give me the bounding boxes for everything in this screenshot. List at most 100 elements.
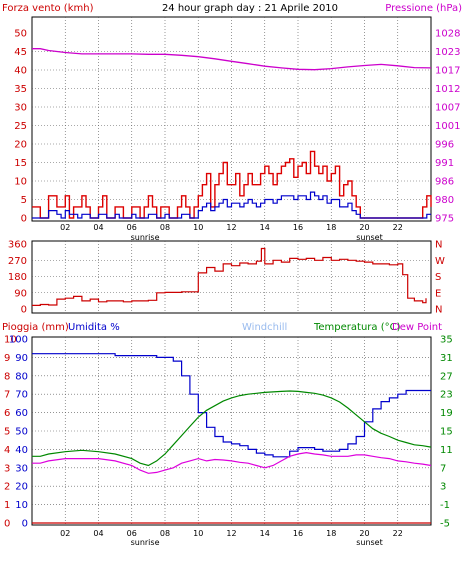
pressure-tick-label: 996 (435, 140, 454, 151)
pressure-tick-label: 1023 (435, 47, 460, 58)
rain-tick-label: 7 (4, 390, 10, 401)
wind-tick-label: 5 (21, 195, 27, 206)
temperature-series-line (32, 390, 432, 467)
wind-tick-label: 35 (14, 84, 27, 95)
rain-tick-label: 1 (4, 500, 10, 511)
humidity-tick-label: 70 (15, 390, 28, 401)
rain-tick-label: 9 (4, 353, 10, 364)
direction-degree-label: 90 (14, 288, 27, 299)
pressure-tick-label: 975 (435, 214, 454, 225)
x-tick-label: 20 (359, 223, 369, 232)
temperature-tick-label: 31 (440, 353, 453, 364)
pressure-tick-label: 1001 (435, 121, 460, 132)
humidity-tick-label: 40 (15, 445, 28, 456)
wind-sunset-label: sunset (356, 233, 383, 242)
x-tick-label: 12 (226, 529, 236, 538)
direction-compass-label: W (435, 256, 445, 267)
pressure-tick-label: 986 (435, 177, 454, 188)
temp-grid (32, 337, 431, 525)
x-tick-label: 18 (326, 529, 336, 538)
temp-x-ticks: 02 04 06 08 10 12 14 16 18 20 22 (60, 529, 403, 538)
temperature-tick-label: 11 (440, 445, 453, 456)
pressure-series-line (32, 48, 432, 71)
humidity-tick-label: 0 (22, 519, 28, 530)
wind-tick-label: 40 (14, 66, 27, 77)
temperature-tick-label: 19 (440, 408, 453, 419)
rain-tick-label: 0 (4, 519, 10, 530)
panel-temperature-humidity: Pioggia (mm) Umidita % Windchill Tempera… (2, 322, 453, 547)
temperature-tick-label: 23 (440, 390, 453, 401)
x-tick-label: 12 (226, 223, 236, 232)
temperature-tick-label: 3 (440, 482, 446, 493)
rain-tick-label: 10 (4, 335, 17, 346)
temperature-axis-ticks: -5 -1 3 7 11 15 19 23 27 31 35 (440, 335, 453, 530)
direction-degree-label: 270 (8, 256, 27, 267)
pressure-tick-label: 1007 (435, 103, 460, 114)
wind-x-ticks: 02 04 06 08 10 12 14 16 18 20 22 (60, 223, 403, 232)
temperature-tick-label: 15 (440, 427, 453, 438)
x-tick-label: 22 (393, 529, 403, 538)
temperature-tick-label: -5 (440, 519, 450, 530)
x-tick-label: 10 (193, 223, 203, 232)
x-tick-label: 14 (260, 223, 270, 232)
x-tick-label: 20 (359, 529, 369, 538)
wind-axis-title: Forza vento (kmh) (2, 3, 94, 14)
x-tick-label: 04 (93, 223, 103, 232)
windchill-label: Windchill (242, 322, 287, 333)
rain-tick-label: 8 (4, 371, 10, 382)
temperature-tick-label: -1 (440, 500, 450, 511)
humidity-tick-label: 10 (15, 500, 28, 511)
rain-tick-label: 3 (4, 463, 10, 474)
x-tick-label: 02 (60, 529, 70, 538)
rain-axis-ticks: 0 1 2 3 4 5 6 7 8 9 10 (4, 335, 17, 530)
dew-point-label: Dew Point (392, 322, 442, 333)
wind-tick-label: 10 (14, 177, 27, 188)
panel-wind-pressure: Forza vento (kmh) 24 hour graph day : 21… (2, 3, 462, 242)
direction-degree-label: 0 (21, 305, 27, 316)
pressure-tick-label: 1028 (435, 29, 460, 40)
wind-tick-label: 45 (14, 47, 27, 58)
wind-axis-ticks: 0 5 10 15 20 25 30 35 40 45 50 (14, 29, 27, 225)
wind-tick-label: 50 (14, 29, 27, 40)
wind-tick-label: 30 (14, 103, 27, 114)
rain-tick-label: 6 (4, 408, 10, 419)
x-tick-label: 08 (160, 223, 170, 232)
rain-axis-title: Pioggia (mm) (2, 322, 69, 333)
wind-sunrise-label: sunrise (131, 233, 160, 242)
direction-compass-label: S (435, 272, 441, 283)
x-tick-label: 16 (293, 223, 303, 232)
pressure-axis-title: Pressione (hPa) (385, 3, 462, 14)
temperature-tick-label: 27 (440, 371, 453, 382)
wind-tick-label: 15 (14, 158, 27, 169)
direction-compass-label: E (435, 288, 441, 299)
rain-tick-label: 2 (4, 482, 10, 493)
humidity-tick-label: 50 (15, 427, 28, 438)
wind-tick-label: 20 (14, 140, 27, 151)
direction-degree-label: 360 (8, 240, 27, 251)
direction-degree-ticks: 0 90 180 270 360 (8, 240, 27, 316)
x-tick-label: 10 (193, 529, 203, 538)
humidity-tick-label: 90 (15, 353, 28, 364)
x-tick-label: 06 (127, 223, 137, 232)
wind-tick-label: 25 (14, 121, 27, 132)
direction-degree-label: 180 (8, 272, 27, 283)
pressure-tick-label: 980 (435, 195, 454, 206)
chart-title: 24 hour graph day : 21 Aprile 2010 (162, 3, 338, 14)
x-tick-label: 02 (60, 223, 70, 232)
humidity-tick-label: 80 (15, 371, 28, 382)
temperature-label: Temperatura (°C) (313, 322, 401, 333)
pressure-tick-label: 991 (435, 158, 454, 169)
pressure-tick-label: 1017 (435, 66, 460, 77)
humidity-series-line (32, 353, 431, 458)
direction-compass-label: N (435, 305, 442, 316)
humidity-axis-ticks: 0 10 20 30 40 50 60 70 80 90 100 (9, 335, 28, 530)
humidity-tick-label: 30 (15, 463, 28, 474)
wind-tick-label: 0 (21, 214, 27, 225)
humidity-axis-title: Umidita % (68, 322, 120, 333)
pressure-tick-label: 1012 (435, 84, 460, 95)
x-tick-label: 08 (160, 529, 170, 538)
pressure-axis-ticks: 975 980 986 991 996 1001 1007 1012 1017 1023 1028 (435, 29, 460, 225)
x-tick-label: 06 (127, 529, 137, 538)
direction-series-line (32, 247, 427, 306)
